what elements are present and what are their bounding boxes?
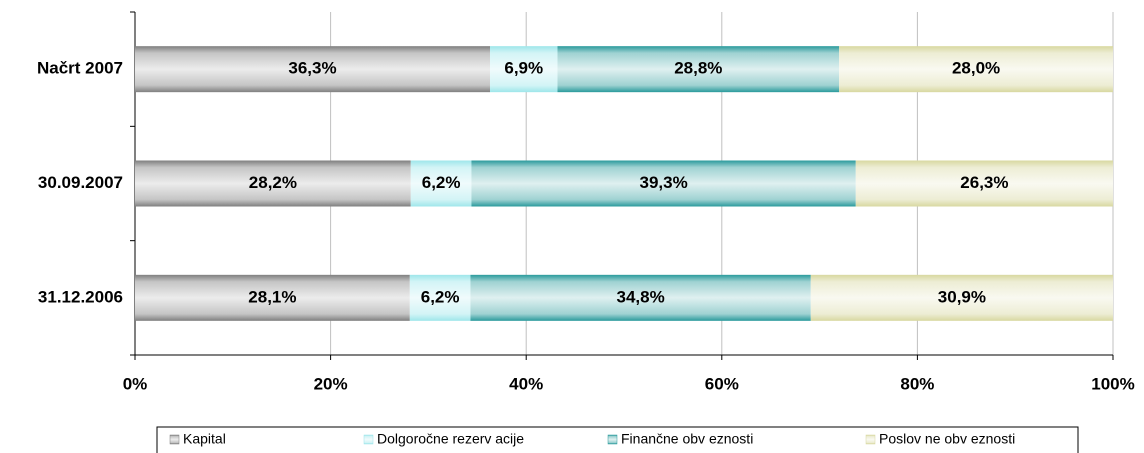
x-tick-label: 60% — [705, 374, 739, 393]
x-tick-label: 80% — [900, 374, 934, 393]
value-label: 6,2% — [421, 287, 460, 306]
x-tick-label: 0% — [123, 374, 148, 393]
bar-segment — [135, 46, 491, 93]
bar-segment — [135, 160, 411, 207]
value-label: 30,9% — [938, 287, 986, 306]
value-label: 6,9% — [504, 59, 543, 78]
legend-box — [156, 426, 1079, 453]
bar-segment — [490, 46, 558, 93]
value-label: 34,8% — [617, 287, 665, 306]
bar-segment — [810, 274, 1113, 321]
value-label: 28,2% — [249, 173, 297, 192]
legend-swatch — [363, 434, 374, 445]
legend-label: Poslov ne obv eznosti — [879, 431, 1015, 447]
legend-label: Finančne obv eznosti — [621, 431, 753, 447]
legend-label: Dolgoročne rezerv acije — [377, 431, 524, 447]
bar-segment — [855, 160, 1113, 207]
value-label: 28,1% — [248, 287, 296, 306]
bar-segment — [470, 274, 811, 321]
bar-segment — [409, 274, 471, 321]
value-label: 39,3% — [640, 173, 688, 192]
bar-segment — [471, 160, 856, 207]
legend-label: Kapital — [183, 431, 226, 447]
value-label: 26,3% — [960, 173, 1008, 192]
x-tick-label: 20% — [314, 374, 348, 393]
y-tick-label: 31.12.2006 — [38, 287, 123, 306]
legend-swatch — [607, 434, 618, 445]
bar-segment — [410, 160, 472, 207]
y-tick-label: Načrt 2007 — [37, 59, 123, 78]
x-tick-label: 100% — [1091, 374, 1134, 393]
y-tick-label: 30.09.2007 — [38, 173, 123, 192]
value-label: 6,2% — [422, 173, 461, 192]
legend-swatch — [169, 434, 180, 445]
bar-segment — [557, 46, 840, 93]
x-tick-label: 40% — [509, 374, 543, 393]
bar-segment — [135, 274, 410, 321]
bar-segment — [839, 46, 1113, 93]
value-label: 28,8% — [674, 59, 722, 78]
value-label: 36,3% — [288, 59, 336, 78]
value-label: 28,0% — [952, 59, 1000, 78]
legend-swatch — [865, 434, 876, 445]
